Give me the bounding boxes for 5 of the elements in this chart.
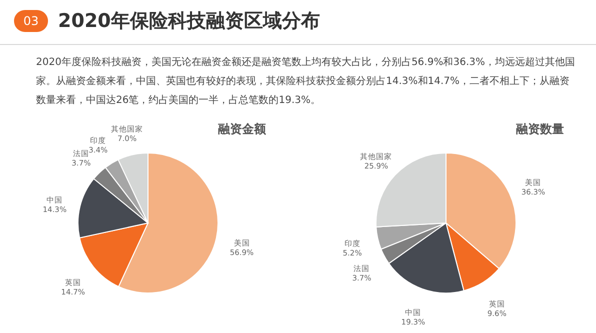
text: 2020年保险科技融资区域分布 bbox=[58, 9, 320, 34]
chart-title: 融资金额 bbox=[218, 122, 267, 136]
chart-title: 融资数量 bbox=[516, 122, 564, 136]
text: 03 bbox=[14, 10, 48, 32]
text: 2020年度保险科技融资，美国无论在融资金额还是融资笔数上均有较大占比，分别占56.9%和36.3%，均远远超过其他国家。从融资金额来看，中国、英国也有较好的表现，其保险科技获投金额分别占14.3%和14.7%，二者不相上下；从融资数量来看，中国达26笔，约占美国的一半，占总笔数的19.3%。 bbox=[36, 56, 576, 108]
